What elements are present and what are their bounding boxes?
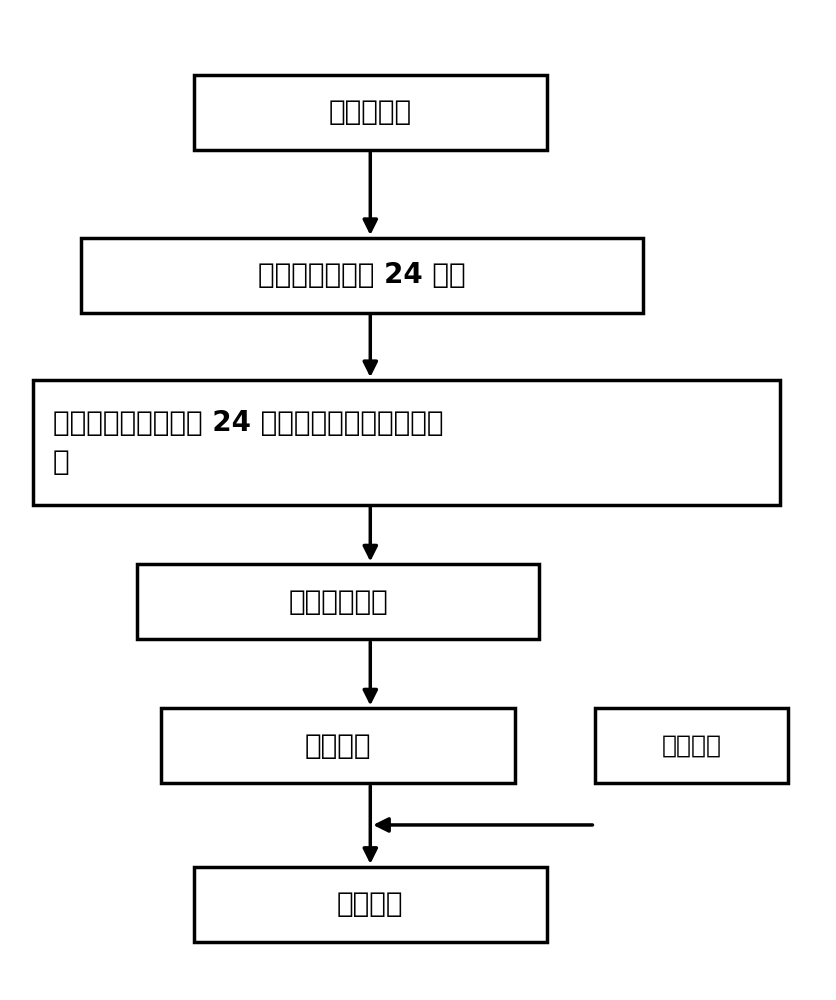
Text: 三步酶解破壁: 三步酶解破壁 — [288, 588, 388, 616]
Bar — [193, 867, 547, 942]
Bar — [81, 238, 643, 313]
Bar — [161, 708, 514, 783]
Text: 种子培养基培养 24 小时: 种子培养基培养 24 小时 — [258, 261, 466, 289]
Text: 喷雾干燥: 喷雾干燥 — [304, 732, 371, 760]
Bar — [33, 380, 779, 505]
Text: 发酵培养基中，发酵 24 小时，发酵结束，收集菌
液: 发酵培养基中，发酵 24 小时，发酵结束，收集菌 液 — [53, 409, 443, 476]
Bar — [137, 564, 538, 639]
Text: 质检合格: 质检合格 — [661, 734, 721, 758]
Bar — [594, 708, 788, 783]
Text: 酒鼯酵母菌: 酒鼯酵母菌 — [329, 98, 411, 126]
Text: 包装入库: 包装入库 — [337, 890, 403, 918]
Bar — [193, 75, 547, 150]
